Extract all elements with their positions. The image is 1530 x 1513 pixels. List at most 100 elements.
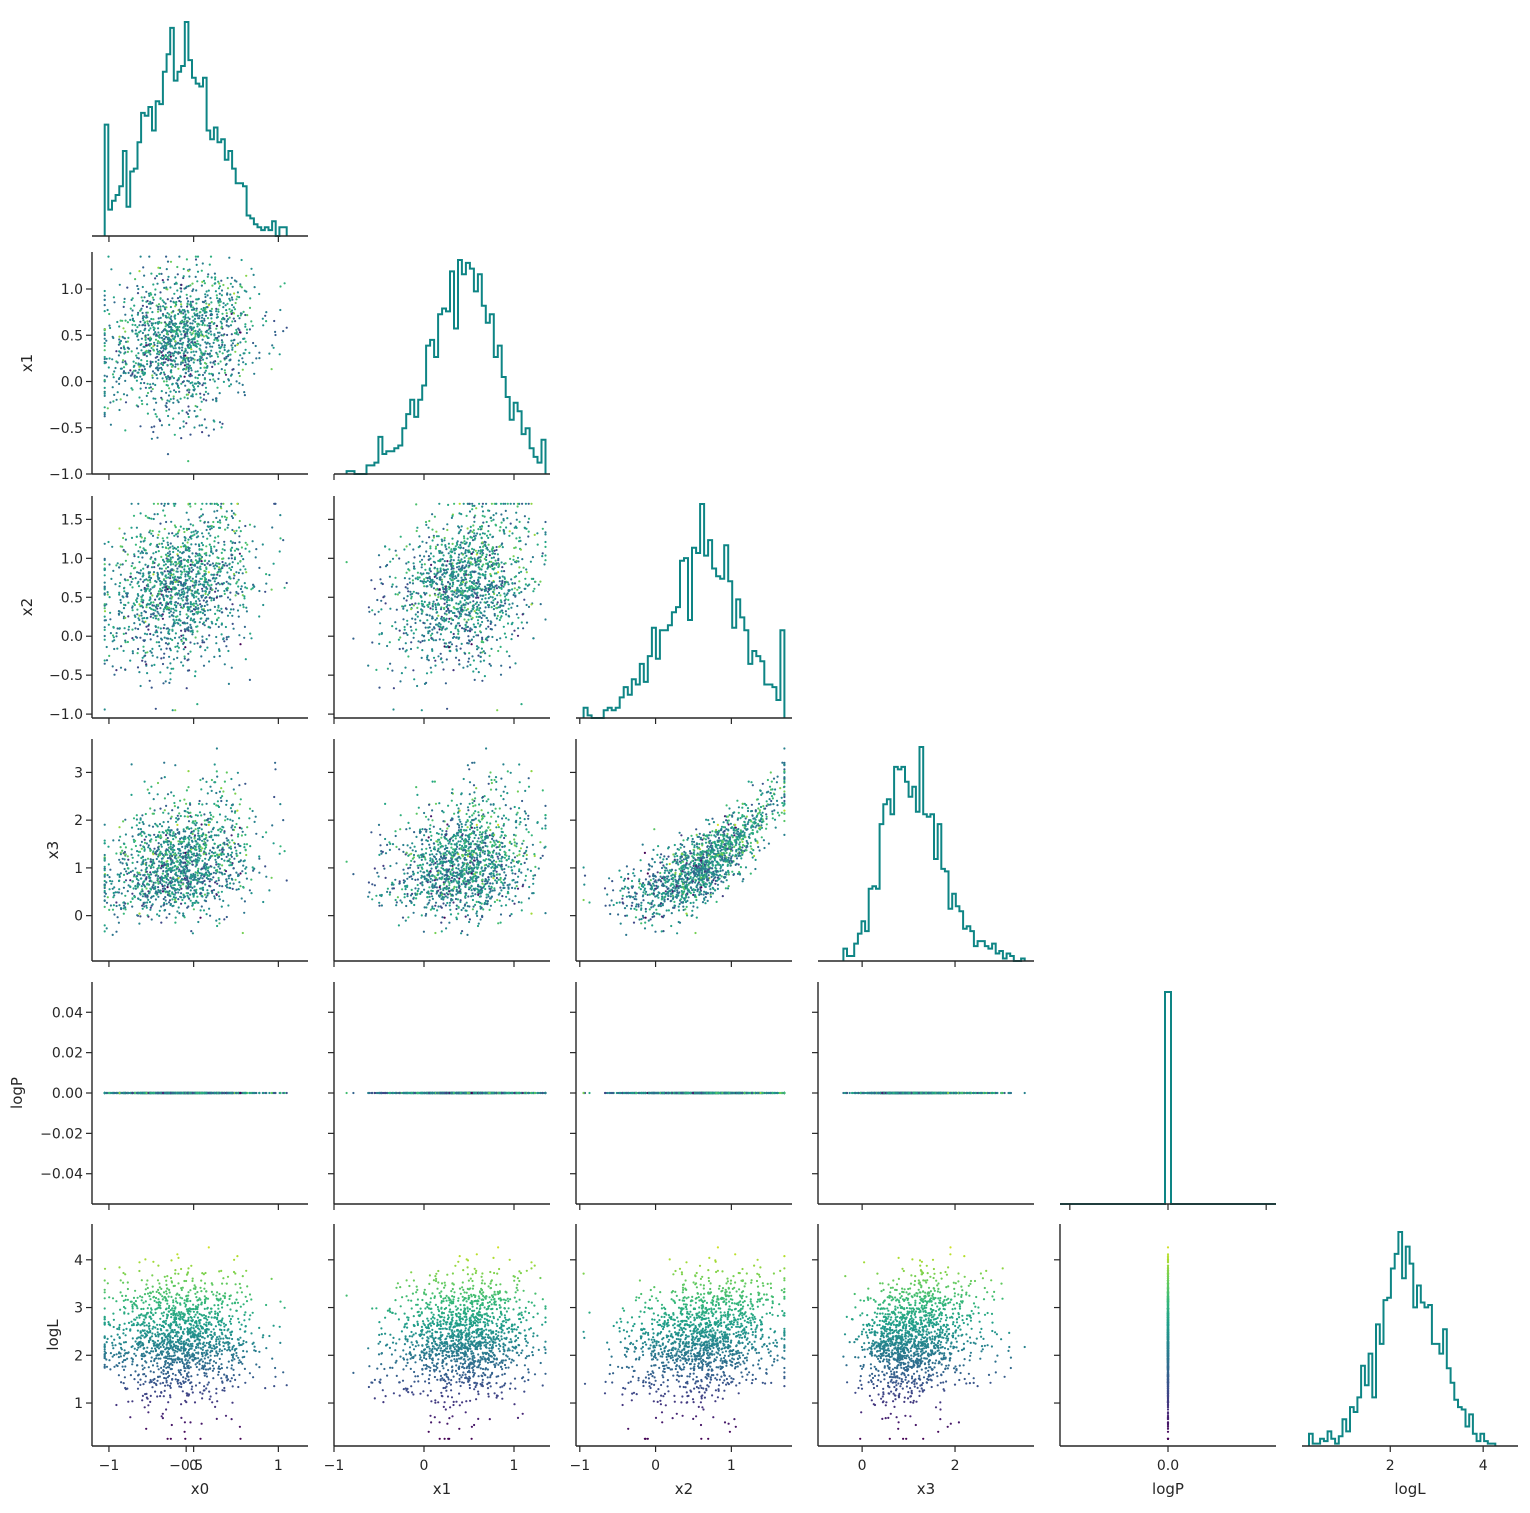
scatter-point	[113, 647, 116, 651]
scatter-point	[174, 276, 177, 279]
scatter-point	[154, 322, 157, 325]
scatter-point	[471, 563, 474, 566]
scatter-point	[236, 343, 239, 346]
scatter-point	[190, 566, 193, 569]
scatter-point	[195, 302, 198, 305]
scatter-point	[165, 330, 169, 333]
scatter-point	[243, 337, 246, 340]
scatter-point	[455, 624, 458, 627]
scatter-point	[232, 788, 235, 791]
scatter-point	[141, 402, 144, 406]
scatter-point	[457, 590, 460, 593]
scatter-point	[158, 367, 161, 370]
scatter-point	[189, 893, 192, 896]
scatter-point	[475, 507, 478, 510]
scatter-point	[187, 658, 190, 661]
scatter-point	[459, 593, 462, 597]
scatter-point	[201, 562, 204, 566]
scatter-point	[187, 366, 190, 369]
scatter-point	[121, 849, 124, 852]
scatter-point	[416, 578, 419, 581]
scatter-point	[248, 328, 251, 331]
scatter-point	[119, 339, 123, 343]
scatter-point	[430, 579, 433, 582]
scatter-point	[159, 671, 162, 674]
scatter-point	[142, 351, 145, 355]
scatter-point	[176, 273, 179, 276]
scatter-point	[221, 611, 224, 614]
scatter-point	[441, 558, 444, 561]
scatter-point	[119, 563, 122, 566]
scatter-point	[140, 378, 143, 381]
scatter-point	[207, 328, 210, 331]
scatter-point	[199, 603, 202, 606]
scatter-point	[468, 612, 471, 615]
scatter-point	[244, 325, 247, 328]
scatter-point	[456, 562, 459, 565]
scatter-point	[172, 354, 175, 357]
scatter-point	[373, 613, 376, 616]
scatter-point	[168, 323, 171, 326]
scatter-point	[172, 573, 175, 576]
scatter-point	[216, 331, 220, 334]
scatter-point	[113, 673, 116, 676]
scatter-point	[132, 817, 136, 820]
scatter-point	[174, 301, 177, 305]
scatter-point	[452, 618, 455, 622]
scatter-point	[464, 542, 467, 545]
scatter-point	[176, 535, 179, 538]
scatter-point	[504, 562, 507, 565]
scatter-point	[230, 276, 233, 279]
scatter-point	[103, 413, 106, 416]
scatter-point	[222, 302, 225, 305]
scatter-point	[188, 570, 191, 573]
scatter-point	[221, 557, 224, 561]
scatter-point	[462, 535, 466, 538]
scatter-point	[478, 625, 481, 628]
scatter-point	[103, 628, 106, 632]
scatter-point	[150, 556, 153, 559]
scatter-point	[156, 543, 159, 547]
scatter-point	[481, 505, 484, 508]
scatter-point	[162, 821, 165, 824]
scatter-point	[240, 585, 243, 588]
scatter-point	[202, 621, 206, 624]
scatter-point	[184, 847, 187, 850]
scatter-point	[121, 862, 124, 865]
scatter-point	[103, 604, 106, 607]
scatter-point	[189, 641, 192, 644]
scatter-point	[150, 322, 153, 325]
scatter-point	[205, 302, 208, 305]
scatter-point	[450, 550, 453, 553]
scatter-point	[245, 331, 248, 335]
scatter-point	[170, 326, 173, 329]
scatter-point	[534, 580, 537, 583]
scatter-point	[162, 564, 165, 567]
scatter-point	[524, 583, 528, 586]
scatter-point	[165, 377, 168, 380]
scatter-point	[190, 626, 193, 629]
scatter-point	[194, 552, 198, 555]
scatter-point	[149, 908, 152, 911]
scatter-point	[131, 562, 134, 565]
scatter-point	[231, 528, 234, 532]
scatter-point	[192, 908, 195, 911]
scatter-point	[544, 540, 547, 544]
scatter-point	[214, 564, 217, 567]
scatter-point	[103, 626, 106, 629]
scatter-point	[431, 528, 434, 531]
scatter-point	[463, 566, 466, 569]
scatter-point	[425, 550, 428, 553]
scatter-point	[198, 314, 201, 317]
scatter-point	[182, 329, 185, 333]
scatter-point	[463, 537, 466, 540]
scatter-point	[459, 543, 462, 547]
scatter-point	[242, 606, 245, 609]
scatter-point	[449, 577, 452, 580]
scatter-point	[118, 888, 121, 891]
scatter-point	[109, 423, 112, 426]
scatter-point	[477, 671, 480, 674]
scatter-point	[471, 590, 474, 593]
scatter-point	[226, 287, 230, 290]
scatter-point	[149, 581, 152, 584]
